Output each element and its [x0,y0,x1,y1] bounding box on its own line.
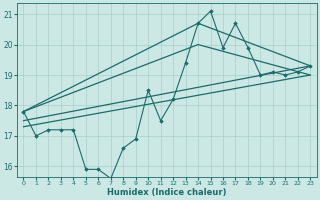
X-axis label: Humidex (Indice chaleur): Humidex (Indice chaleur) [107,188,227,197]
